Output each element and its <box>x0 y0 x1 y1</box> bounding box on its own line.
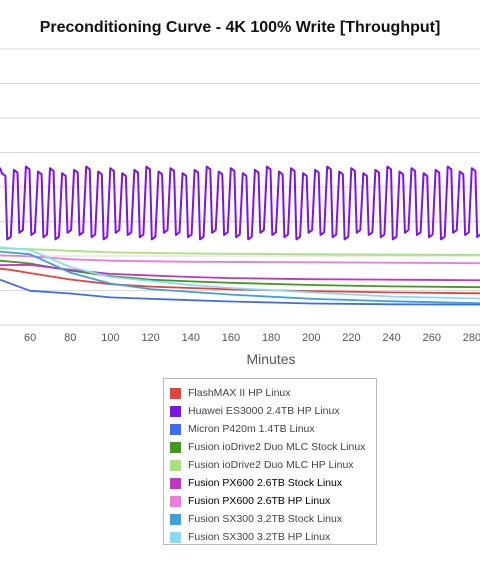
legend-label: Huawei ES3000 2.4TB HP Linux <box>188 405 340 417</box>
legend-item[interactable]: Fusion PX600 2.6TB Stock Linux <box>170 474 376 492</box>
x-tick-label-200: 200 <box>302 332 320 344</box>
x-axis-ticks: 60 80 100 120 140 160 180 200 220 240 260 280 <box>24 332 480 344</box>
legend-swatch <box>170 513 181 525</box>
series-lines <box>0 165 480 306</box>
legend-label: Fusion PX600 2.6TB Stock Linux <box>188 477 343 489</box>
series-line-4 <box>0 247 480 256</box>
x-tick-label-280: 280 <box>463 332 480 344</box>
legend-swatch <box>170 459 181 471</box>
legend-label: Fusion PX600 2.6TB HP Linux <box>188 495 331 507</box>
series-line-6 <box>0 254 480 265</box>
legend-item[interactable]: Fusion ioDrive2 Duo MLC Stock Linux <box>170 438 376 456</box>
legend-swatch <box>170 477 181 489</box>
legend-swatch <box>170 441 181 453</box>
legend-item[interactable]: Huawei ES3000 2.4TB HP Linux <box>170 402 376 420</box>
series-line-1 <box>0 165 480 241</box>
legend-swatch <box>170 495 181 507</box>
legend-swatch <box>170 387 181 399</box>
legend-label: Fusion ioDrive2 Duo MLC HP Linux <box>188 459 354 471</box>
legend-item[interactable]: Fusion ioDrive2 Duo MLC HP Linux <box>170 456 376 474</box>
series-line-2 <box>0 278 480 306</box>
legend-item[interactable]: Fusion PX600 2.6TB HP Linux <box>170 492 376 510</box>
series-line-8 <box>0 246 480 300</box>
legend-item[interactable]: Fusion SX300 3.2TB Stock Linux <box>170 510 376 528</box>
legend-label: Micron P420m 1.4TB Linux <box>188 423 315 435</box>
x-tick-label-100: 100 <box>101 332 119 344</box>
x-tick-label-80: 80 <box>64 332 76 344</box>
legend-label: FlashMAX II HP Linux <box>188 387 291 399</box>
legend-label: Fusion SX300 3.2TB HP Linux <box>188 531 331 543</box>
x-tick-label-60: 60 <box>24 332 36 344</box>
x-tick-label-260: 260 <box>423 332 441 344</box>
legend-item[interactable]: Fusion SX300 3.2TB HP Linux <box>170 528 376 546</box>
legend: FlashMAX II HP Linux Huawei ES3000 2.4TB … <box>163 378 377 545</box>
series-line-0 <box>0 267 480 295</box>
x-tick-label-140: 140 <box>182 332 200 344</box>
chart-title: Preconditioning Curve - 4K 100% Write [T… <box>39 19 441 36</box>
x-axis-label: Minutes <box>246 351 295 367</box>
x-tick-label-160: 160 <box>222 332 240 344</box>
series-line-7 <box>0 250 480 305</box>
series-line-5 <box>0 263 480 282</box>
legend-swatch <box>170 531 181 543</box>
x-tick-label-180: 180 <box>262 332 280 344</box>
legend-swatch <box>170 423 181 435</box>
x-tick-label-220: 220 <box>342 332 360 344</box>
legend-item[interactable]: Micron P420m 1.4TB Linux <box>170 420 376 438</box>
legend-label: Fusion ioDrive2 Duo MLC Stock Linux <box>188 441 366 453</box>
x-tick-label-120: 120 <box>141 332 159 344</box>
x-tick-label-240: 240 <box>382 332 400 344</box>
legend-swatch <box>170 405 181 417</box>
legend-label: Fusion SX300 3.2TB Stock Linux <box>188 513 343 525</box>
legend-item[interactable]: FlashMAX II HP Linux <box>170 384 376 402</box>
